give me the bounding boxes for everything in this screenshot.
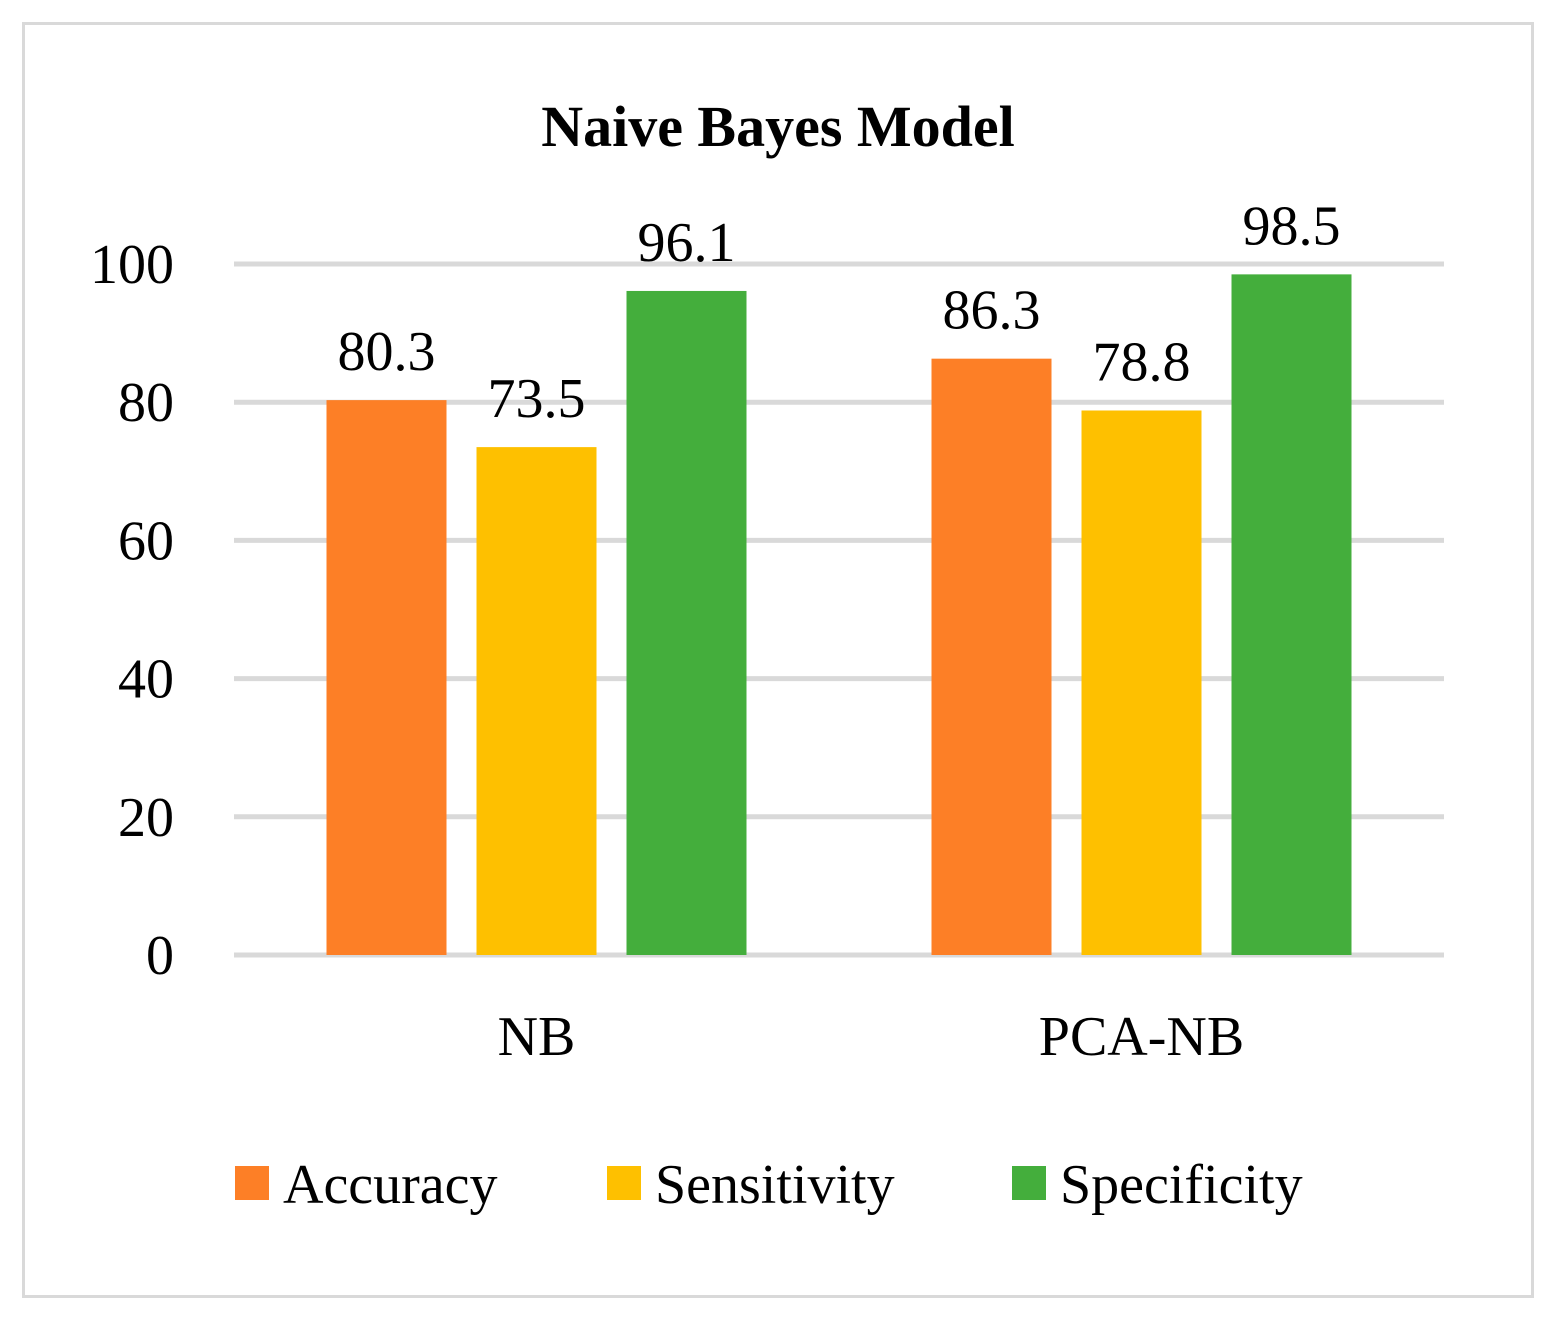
bar-specificity-nb	[626, 290, 747, 956]
data-label: 96.1	[638, 212, 736, 274]
bar-sensitivity-nb	[476, 447, 597, 955]
data-label: 86.3	[943, 280, 1041, 342]
data-label: 98.5	[1243, 195, 1341, 257]
legend-swatch-sensitivity	[607, 1166, 641, 1200]
y-tick-label: 40	[118, 649, 174, 711]
data-label: 80.3	[338, 321, 436, 383]
bar-accuracy-pca-nb	[931, 358, 1052, 955]
bar-sensitivity-pca-nb	[1081, 410, 1202, 955]
legend-label-accuracy: Accuracy	[283, 1154, 498, 1216]
x-category-label: NB	[498, 1006, 576, 1068]
y-tick-label: 80	[118, 372, 174, 434]
legend-swatch-specificity	[1012, 1166, 1046, 1200]
legend-swatch-accuracy	[235, 1166, 269, 1200]
y-tick-label: 0	[146, 925, 174, 987]
y-tick-label: 60	[118, 510, 174, 572]
data-label: 78.8	[1093, 331, 1191, 393]
legend-label-sensitivity: Sensitivity	[655, 1154, 895, 1216]
chart-title: Naive Bayes Model	[541, 94, 1015, 159]
data-label: 73.5	[488, 368, 586, 430]
x-category-label: PCA-NB	[1039, 1006, 1244, 1068]
y-tick-label: 100	[90, 234, 174, 296]
y-tick-label: 20	[118, 787, 174, 849]
legend-label-specificity: Specificity	[1060, 1154, 1303, 1216]
bar-specificity-pca-nb	[1231, 274, 1352, 955]
bar-accuracy-nb	[326, 400, 447, 955]
